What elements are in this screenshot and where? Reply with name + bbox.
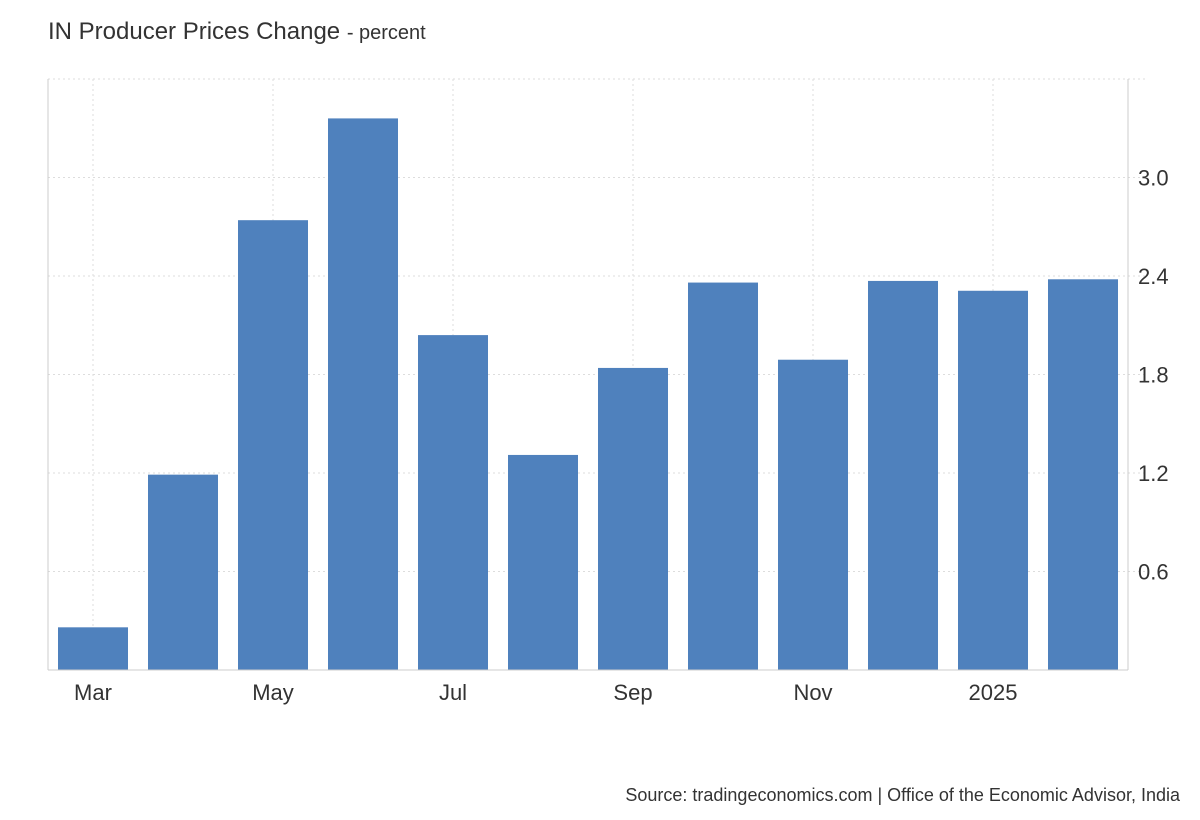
source-note: Source: tradingeconomics.com | Office of… (625, 785, 1180, 805)
bar (58, 627, 128, 670)
y-tick-label: 2.4 (1138, 264, 1169, 289)
chart-title-text: IN Producer Prices Change (48, 18, 341, 45)
chart-subtitle: - percent (346, 22, 426, 44)
bar (328, 118, 398, 670)
axes (47, 79, 1129, 671)
y-tick-label: 1.8 (1138, 363, 1169, 388)
x-tick-label: Sep (613, 680, 652, 705)
bar (1048, 279, 1118, 670)
y-axis-labels: 0.6 1.2 1.8 2.4 3.0 (1138, 166, 1169, 585)
bar (238, 220, 308, 670)
y-tick-label: 3.0 (1138, 166, 1169, 191)
y-tick-label: 1.2 (1138, 461, 1169, 486)
x-tick-label: Nov (793, 680, 832, 705)
bar (778, 359, 848, 670)
x-tick-label: Jul (439, 680, 467, 705)
x-axis-labels: Mar May Jul Sep Nov 2025 (74, 680, 1017, 705)
chart-title: IN Producer Prices Change - percent (48, 18, 426, 46)
bar (418, 335, 488, 670)
bar (598, 367, 668, 670)
y-tick-label: 0.6 (1138, 560, 1169, 585)
bar (958, 290, 1028, 670)
bar (148, 474, 218, 670)
x-tick-label: 2025 (969, 680, 1018, 705)
bar (868, 280, 938, 670)
bars (58, 118, 1118, 670)
x-tick-label: Mar (74, 680, 112, 705)
bar (508, 454, 578, 670)
bar (688, 282, 758, 670)
x-tick-label: May (252, 680, 294, 705)
